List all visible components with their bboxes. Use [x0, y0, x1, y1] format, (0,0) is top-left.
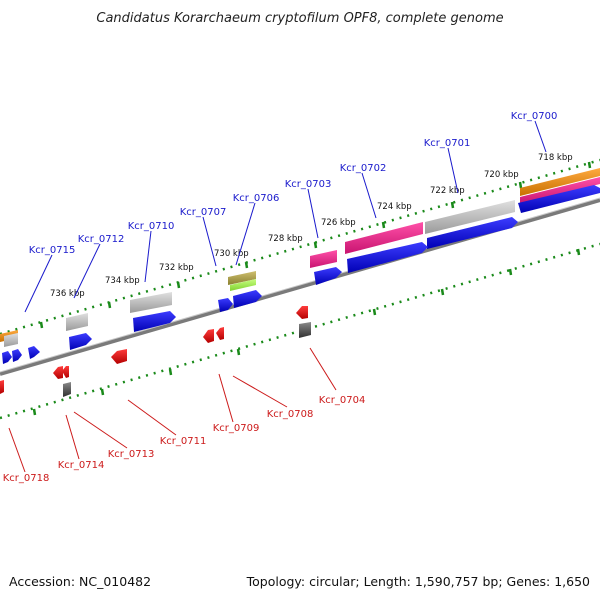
kbp-label: 724 kbp — [377, 202, 412, 212]
reverse-gene-arrow[interactable] — [111, 349, 127, 364]
dark-gray-feature — [299, 322, 311, 338]
forward-gene-arrow[interactable] — [518, 185, 600, 213]
kbp-labels: 718 kbp 720 kbp 722 kbp 724 kbp 726 kbp … — [50, 153, 573, 299]
dark-gray-feature — [63, 382, 71, 397]
kbp-label: 736 kbp — [50, 289, 85, 299]
reverse-gene-arrow[interactable] — [296, 306, 308, 319]
reverse-gene-label[interactable]: Kcr_0709 — [213, 423, 260, 434]
pink-feature — [310, 250, 337, 268]
forward-gene-labels: Kcr_0700 Kcr_0701 Kcr_0702 Kcr_0703 Kcr_… — [29, 111, 558, 256]
kbp-label: 730 kbp — [214, 249, 249, 259]
forward-feature-track-outer — [0, 168, 600, 347]
major-ticks — [32, 161, 592, 416]
forward-genes — [2, 185, 600, 364]
reverse-gene-label[interactable]: Kcr_0714 — [58, 460, 105, 471]
forward-callouts — [24, 120, 547, 313]
reverse-gene-arrow[interactable] — [203, 329, 214, 343]
forward-gene-arrow[interactable] — [233, 290, 262, 308]
forward-gene-arrow[interactable] — [133, 311, 176, 332]
reverse-gene-label[interactable]: Kcr_0718 — [3, 473, 50, 484]
reverse-gene-label[interactable]: Kcr_0713 — [108, 449, 155, 460]
reverse-gene-arrow[interactable] — [216, 327, 224, 340]
olive-feature — [228, 271, 256, 285]
forward-gene-label[interactable]: Kcr_0703 — [285, 179, 332, 190]
forward-gene-label[interactable]: Kcr_0702 — [340, 163, 387, 174]
forward-gene-arrow[interactable] — [314, 267, 342, 285]
map-title: Candidatus Korarchaeum cryptofilum OPF8,… — [96, 11, 503, 26]
forward-gene-label[interactable]: Kcr_0701 — [424, 138, 471, 149]
forward-gene-arrow[interactable] — [28, 346, 40, 359]
reverse-gene-label[interactable]: Kcr_0704 — [319, 395, 366, 406]
accession-text: Accession: NC_010482 — [9, 574, 151, 589]
forward-gene-arrow[interactable] — [218, 298, 233, 312]
forward-gene-arrow[interactable] — [427, 217, 518, 249]
kbp-label: 734 kbp — [105, 276, 140, 286]
gray-feature — [4, 333, 18, 347]
pink-feature — [520, 177, 600, 204]
kbp-label: 726 kbp — [321, 218, 356, 228]
reverse-gene-labels: Kcr_0704 Kcr_0708 Kcr_0709 Kcr_0711 Kcr_… — [3, 395, 366, 484]
forward-gene-label[interactable]: Kcr_0706 — [233, 193, 280, 204]
reverse-gene-arrow[interactable] — [62, 366, 69, 378]
forward-gene-arrow[interactable] — [2, 351, 12, 364]
forward-gene-arrow[interactable] — [12, 349, 22, 362]
forward-gene-label[interactable]: Kcr_0707 — [180, 207, 227, 218]
kbp-label: 718 kbp — [538, 153, 573, 163]
orange-feature — [520, 168, 600, 196]
kbp-label: 728 kbp — [268, 234, 303, 244]
gray-feature — [425, 200, 515, 234]
kbp-label: 732 kbp — [159, 263, 194, 273]
genome-summary-text: Topology: circular; Length: 1,590,757 bp… — [246, 574, 590, 589]
forward-gene-arrow[interactable] — [69, 333, 92, 350]
outer-tick-track — [0, 158, 600, 336]
reverse-gene-label[interactable]: Kcr_0708 — [267, 409, 314, 420]
gray-feature — [66, 313, 88, 331]
lime-feature — [230, 279, 256, 291]
forward-gene-label[interactable]: Kcr_0710 — [128, 221, 175, 232]
reverse-callouts — [8, 347, 337, 473]
reverse-gene-label[interactable]: Kcr_0711 — [160, 436, 207, 447]
kbp-label: 722 kbp — [430, 186, 465, 196]
forward-gene-label[interactable]: Kcr_0700 — [511, 111, 558, 122]
reverse-genes — [0, 306, 311, 397]
pink-feature — [345, 222, 423, 254]
gray-feature — [130, 292, 172, 313]
kbp-label: 720 kbp — [484, 170, 519, 180]
forward-gene-arrow[interactable] — [347, 242, 428, 273]
reverse-gene-arrow[interactable] — [53, 366, 63, 379]
forward-gene-label[interactable]: Kcr_0712 — [78, 234, 125, 245]
forward-gene-label[interactable]: Kcr_0715 — [29, 245, 76, 256]
reverse-gene-arrow[interactable] — [0, 380, 4, 394]
